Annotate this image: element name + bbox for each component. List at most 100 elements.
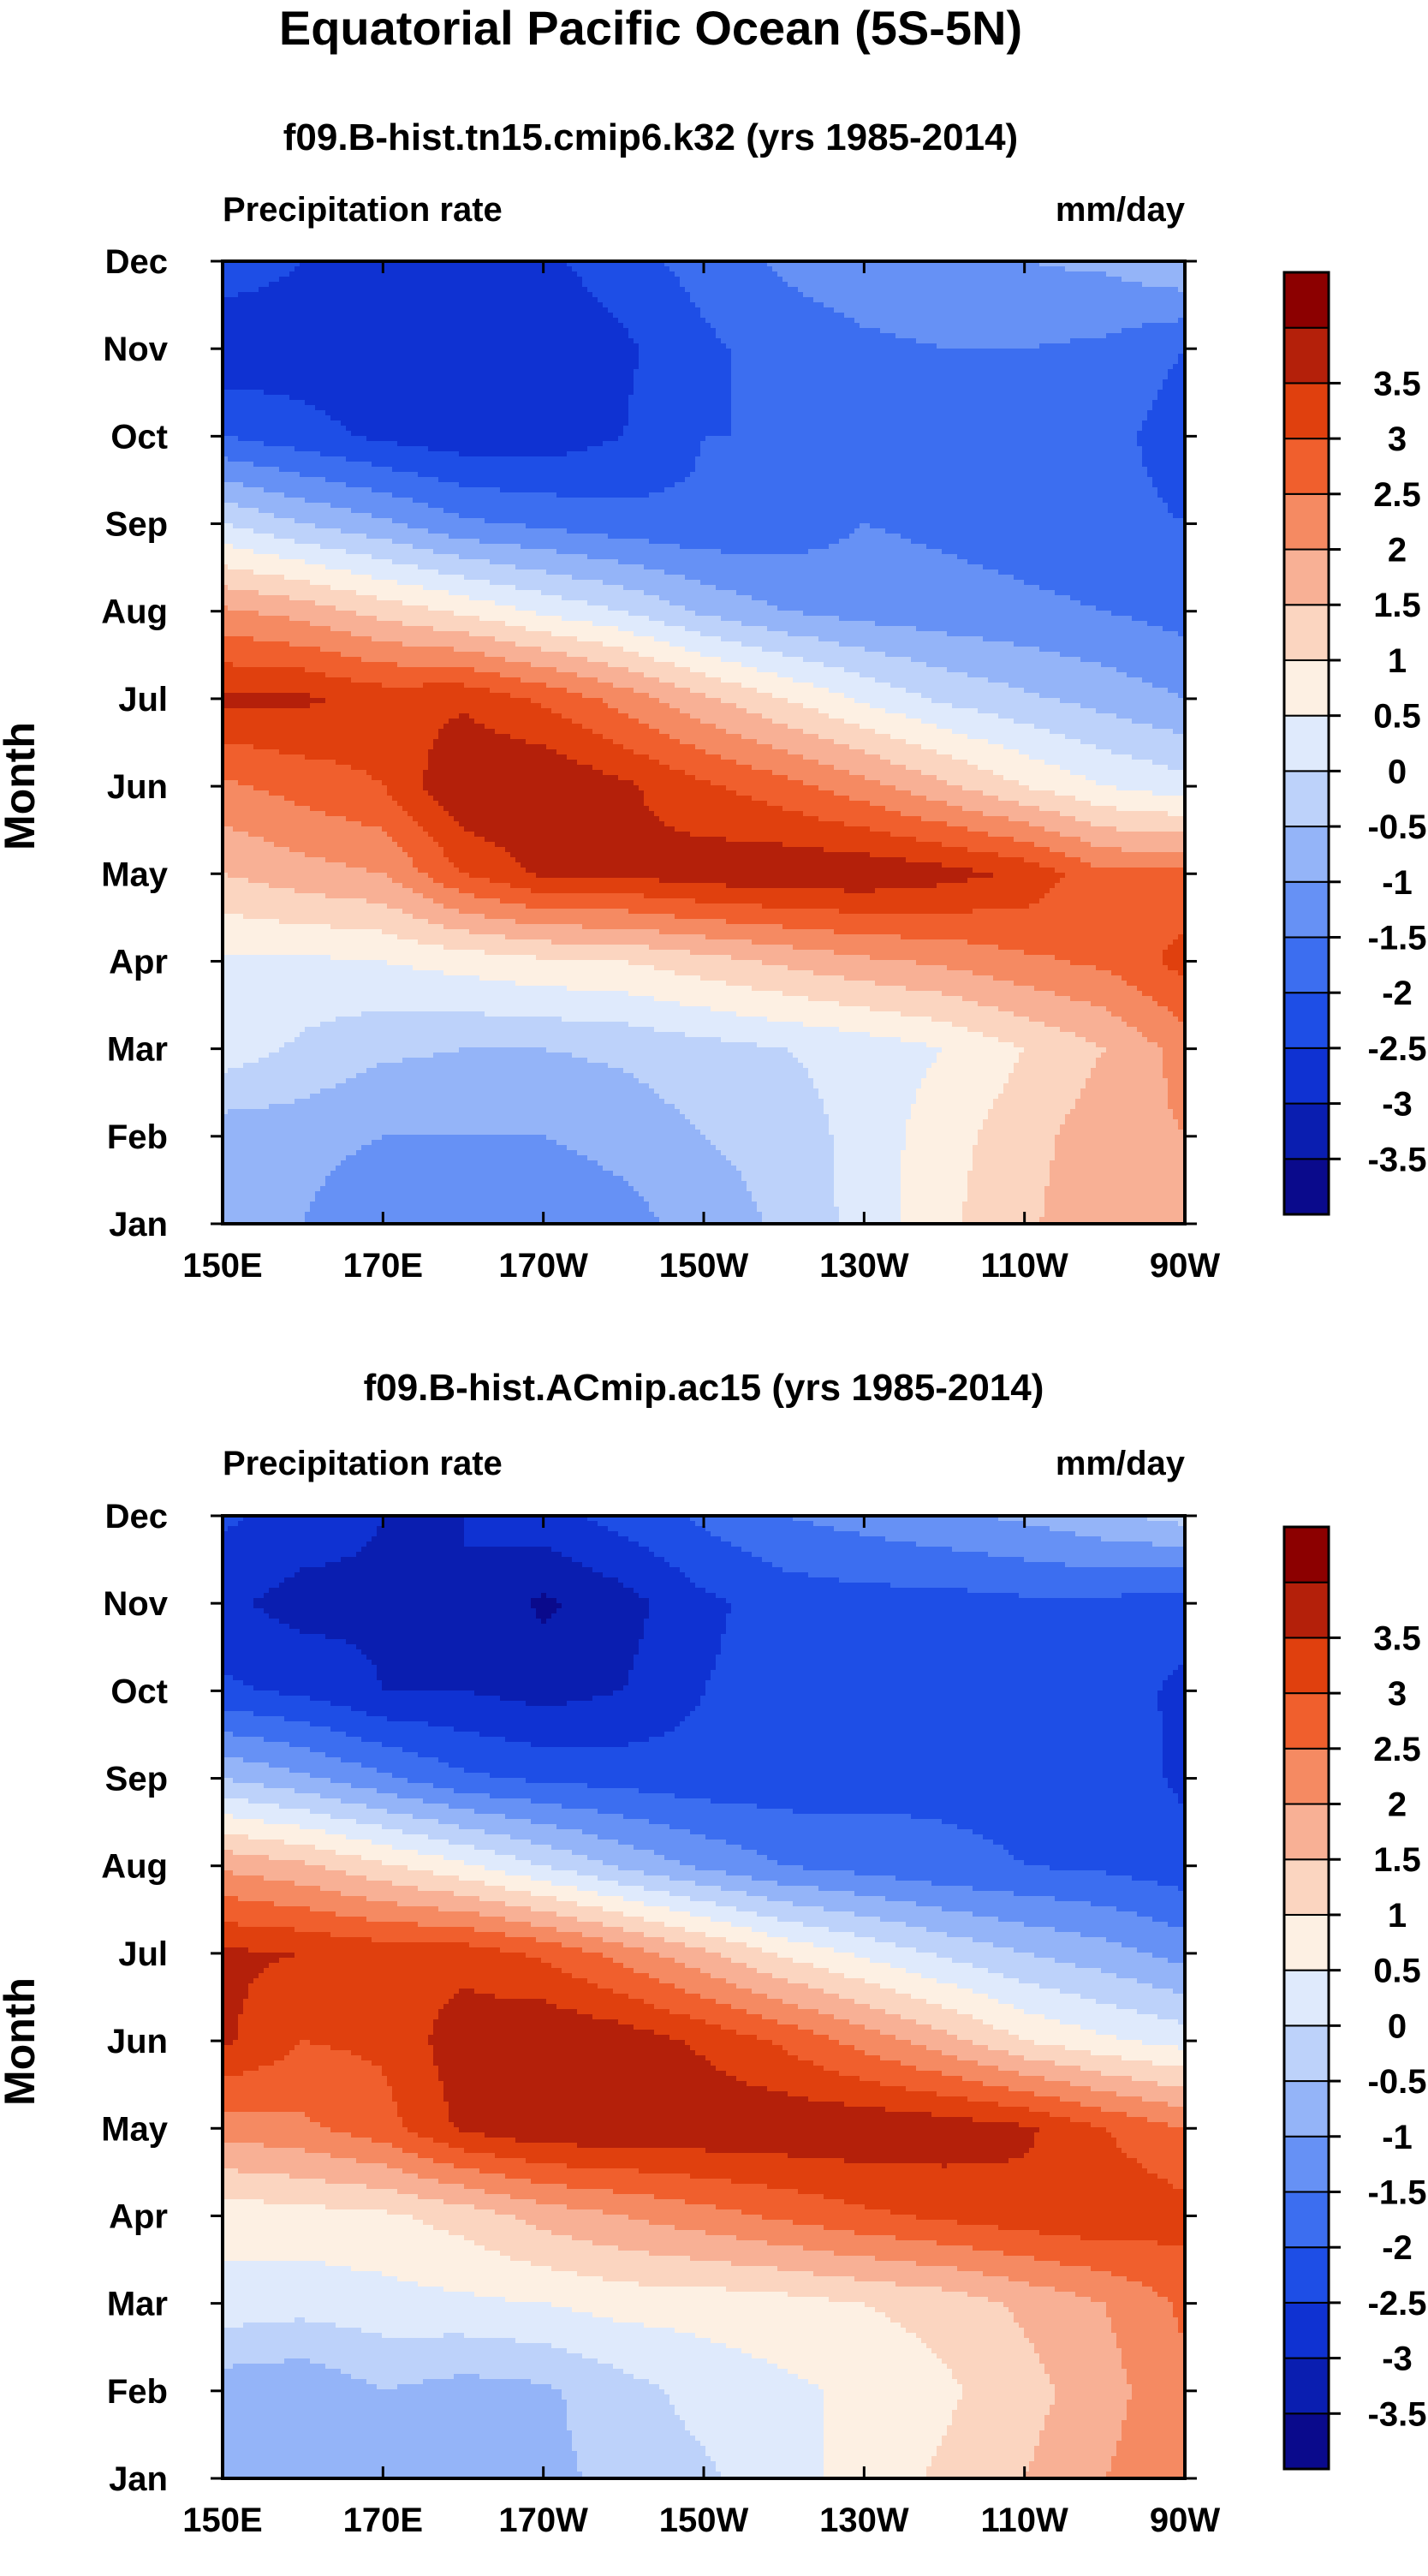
contour-cell: [223, 2148, 306, 2154]
contour-cell: [669, 2009, 747, 2015]
contour-cell: [289, 395, 629, 401]
contour-cell: [926, 1042, 1014, 1048]
contour-cell: [1080, 2066, 1184, 2072]
contour-cell: [839, 2040, 912, 2046]
contour-cell: [1034, 2456, 1112, 2462]
contour-cell: [937, 749, 1020, 755]
contour-cell: [443, 2096, 809, 2102]
contour-cell: [223, 1619, 280, 1625]
contour-cell: [330, 415, 629, 421]
contour-cell: [464, 1536, 629, 1542]
contour-cell: [603, 734, 670, 740]
contour-cell: [479, 975, 701, 981]
contour-cell: [705, 1526, 835, 1532]
contour-cell: [916, 837, 1014, 843]
contour-cell: [659, 698, 722, 704]
contour-cell: [1106, 1006, 1169, 1012]
contour-cell: [603, 1906, 670, 1912]
contour-cell: [716, 1593, 1020, 1599]
contour-cell: [880, 328, 1122, 334]
contour-cell: [366, 2184, 465, 2190]
contour-cell: [233, 1814, 331, 1820]
contour-cell: [269, 1963, 552, 1969]
contour-cell: [1137, 986, 1186, 992]
contour-cell: [973, 1150, 1056, 1156]
contour-cell: [377, 1665, 634, 1671]
contour-cell: [1106, 271, 1186, 277]
contour-cell: [1142, 677, 1186, 683]
contour-cell: [223, 1130, 701, 1136]
contour-cell: [767, 626, 917, 632]
contour-cell: [798, 2189, 1186, 2195]
contour-cell: [824, 2425, 948, 2431]
contour-cell: [469, 713, 562, 719]
contour-cell: [1163, 1063, 1186, 1069]
contour-cell: [639, 1191, 753, 1197]
contour-cell: [705, 934, 901, 940]
contour-cell: [1137, 1947, 1186, 1953]
contour-cell: [295, 446, 429, 452]
contour-cell: [916, 1099, 994, 1105]
contour-cell: [634, 369, 732, 375]
contour-cell: [587, 1783, 1169, 1789]
contour-cell: [243, 1063, 378, 1069]
contour-cell: [223, 354, 640, 360]
contour-cell: [798, 2374, 953, 2380]
contour-cell: [1080, 837, 1186, 843]
contour-cell: [721, 338, 917, 344]
contour-cell: [901, 811, 984, 817]
contour-cell: [1111, 2323, 1179, 2329]
contour-cell: [382, 683, 424, 689]
contour-cell: [711, 1006, 871, 1012]
contour-cell: [1003, 744, 1097, 750]
contour-cell: [223, 868, 367, 874]
y-tick-label: Jul: [118, 681, 168, 719]
contour-cell: [223, 2199, 265, 2205]
contour-cell: [911, 790, 984, 796]
colorbar-box: [1283, 1803, 1330, 1861]
contour-cell: [541, 703, 609, 709]
contour-cell: [1075, 1032, 1143, 1038]
contour-cell: [223, 888, 295, 894]
contour-cell: [264, 1968, 562, 1974]
contour-cell: [762, 1557, 1025, 1563]
contour-cell: [1163, 1716, 1186, 1722]
contour-cell: [988, 677, 1143, 683]
contour-cell: [223, 662, 234, 668]
contour-cell: [1019, 2323, 1112, 2329]
contour-cell: [731, 415, 1148, 421]
contour-cell: [1034, 2138, 1117, 2144]
colorbar-box: [1283, 548, 1330, 606]
contour-cell: [1152, 790, 1186, 796]
contour-cell: [505, 2174, 691, 2179]
contour-cell: [726, 729, 804, 735]
contour-cell: [531, 2179, 732, 2185]
colorbar-label: -2: [1382, 975, 1413, 1012]
contour-cell: [223, 2400, 568, 2406]
contour-cell: [546, 1593, 640, 1599]
contour-cell: [1122, 2436, 1186, 2442]
contour-cell: [330, 626, 434, 632]
contour-cell: [880, 2055, 958, 2061]
contour-cell: [325, 410, 629, 416]
contour-cell: [423, 780, 634, 786]
contour-cell: [1014, 1947, 1138, 1953]
contour-cell: [824, 2410, 953, 2416]
contour-cell: [223, 1706, 352, 1712]
contour-cell: [490, 878, 660, 884]
contour-cell: [705, 1588, 968, 1594]
colorbar-box: [1283, 880, 1330, 939]
contour-cell: [1163, 1747, 1186, 1753]
contour-cell: [223, 1186, 321, 1192]
contour-cell: [223, 2168, 239, 2174]
contour-cell: [223, 1068, 229, 1074]
contour-cell: [387, 873, 429, 879]
contour-cell: [551, 631, 634, 637]
contour-cell: [870, 703, 953, 709]
contour-cell: [454, 1994, 496, 2000]
contour-cell: [1039, 2441, 1117, 2447]
contour-cell: [577, 2009, 670, 2015]
contour-cell: [721, 616, 840, 622]
contour-cell: [223, 1829, 326, 1835]
contour-cell: [654, 2030, 737, 2036]
